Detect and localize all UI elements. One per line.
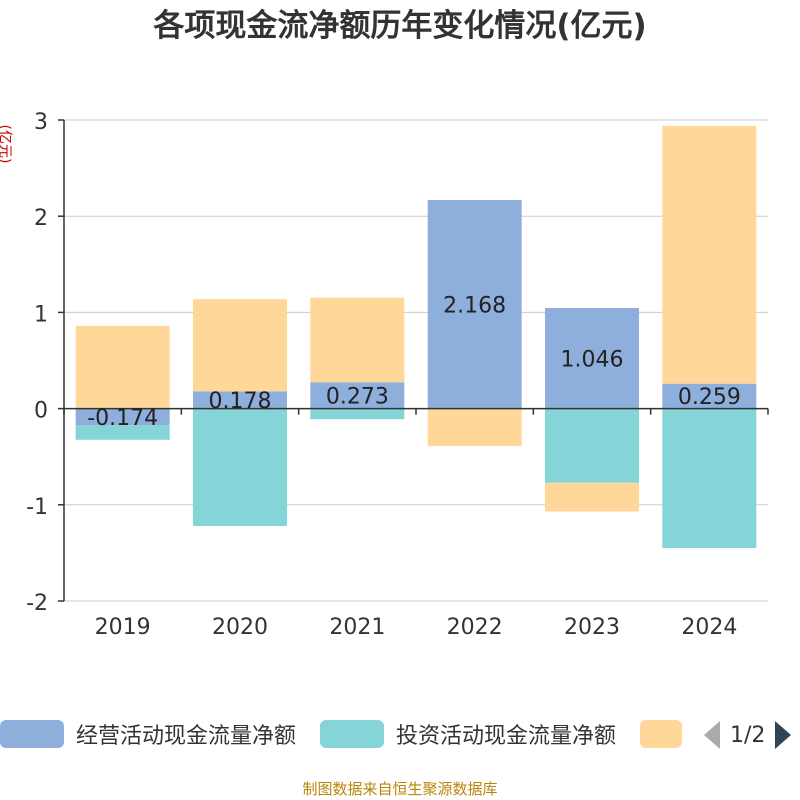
data-label: 0.178: [209, 389, 272, 414]
bar-2024-series-1: [662, 408, 757, 549]
x-tick-label: 2022: [447, 615, 503, 640]
data-label: 0.273: [326, 384, 389, 409]
y-tick-label: 0: [34, 399, 48, 424]
bar-2020-series-1: [193, 408, 287, 526]
bar-2021-series-1: [310, 408, 405, 420]
data-label: 1.046: [561, 347, 624, 372]
y-tick-label: 1: [34, 302, 48, 327]
x-tick-label: 2024: [681, 615, 737, 640]
data-label: 2.168: [443, 293, 506, 318]
x-tick-label: 2019: [95, 615, 151, 640]
bar-2019-series-2: [75, 325, 170, 409]
bar-2022-series-0: [427, 200, 522, 409]
bars: [75, 125, 757, 549]
y-tick-label: 2: [34, 206, 48, 231]
legend-page-indicator: 1/2: [730, 722, 766, 748]
bar-2023-series-0: [545, 307, 639, 409]
data-source: 制图数据来自恒生聚源数据库: [302, 780, 498, 798]
legend-swatch-operating: [0, 720, 64, 748]
bar-2019-series-1: [75, 425, 170, 440]
bar-2023-series-1: [545, 408, 639, 483]
x-tick-label: 2023: [564, 615, 620, 640]
prev-page-icon[interactable]: [704, 721, 720, 749]
bar-chart: -2 -1 0 1 2 3 2019 2020 2021 2022 2023 2024 -0.174 0…: [26, 110, 769, 640]
labels: 2019 2020 2021 2022 2023 2024 -0.174 0.178 0.273…: [87, 293, 741, 640]
y-tick-label: -1: [26, 495, 48, 520]
bar-2024-series-0: [662, 383, 757, 409]
y-tick-label: 3: [34, 110, 48, 135]
next-page-icon[interactable]: [775, 721, 792, 749]
legend-pager: 1/2: [704, 720, 792, 750]
chart-title: 各项现金流净额历年变化情况(亿元): [153, 8, 647, 44]
x-tick-label: 2021: [329, 615, 385, 640]
bar-2023-series-2: [545, 482, 639, 512]
legend-swatch-financing: [640, 720, 682, 748]
legend-item-operating[interactable]: 经营活动现金流量净额: [0, 716, 296, 752]
bar-2024-series-2: [662, 125, 757, 384]
data-label: -0.174: [87, 406, 158, 431]
legend-item-financing[interactable]: [640, 716, 682, 752]
x-tick-label: 2020: [212, 615, 268, 640]
bar-2021-series-0: [310, 382, 405, 409]
legend: 经营活动现金流量净额 投资活动现金流量净额: [0, 716, 800, 756]
data-label: 0.259: [678, 385, 741, 410]
bar-2020-series-2: [193, 299, 287, 392]
y-tick-label: -2: [26, 591, 48, 616]
axes: -2 -1 0 1 2 3: [26, 110, 769, 616]
bar-2019-series-0: [75, 408, 170, 426]
legend-swatch-investing: [320, 720, 384, 748]
legend-label-operating: 经营活动现金流量净额: [76, 724, 297, 749]
bar-2022-series-2: [427, 408, 522, 447]
bar-2020-series-0: [193, 391, 287, 409]
bar-2021-series-2: [310, 297, 405, 383]
legend-item-investing[interactable]: 投资活动现金流量净额: [320, 716, 616, 752]
legend-label-investing: 投资活动现金流量净额: [396, 724, 617, 749]
